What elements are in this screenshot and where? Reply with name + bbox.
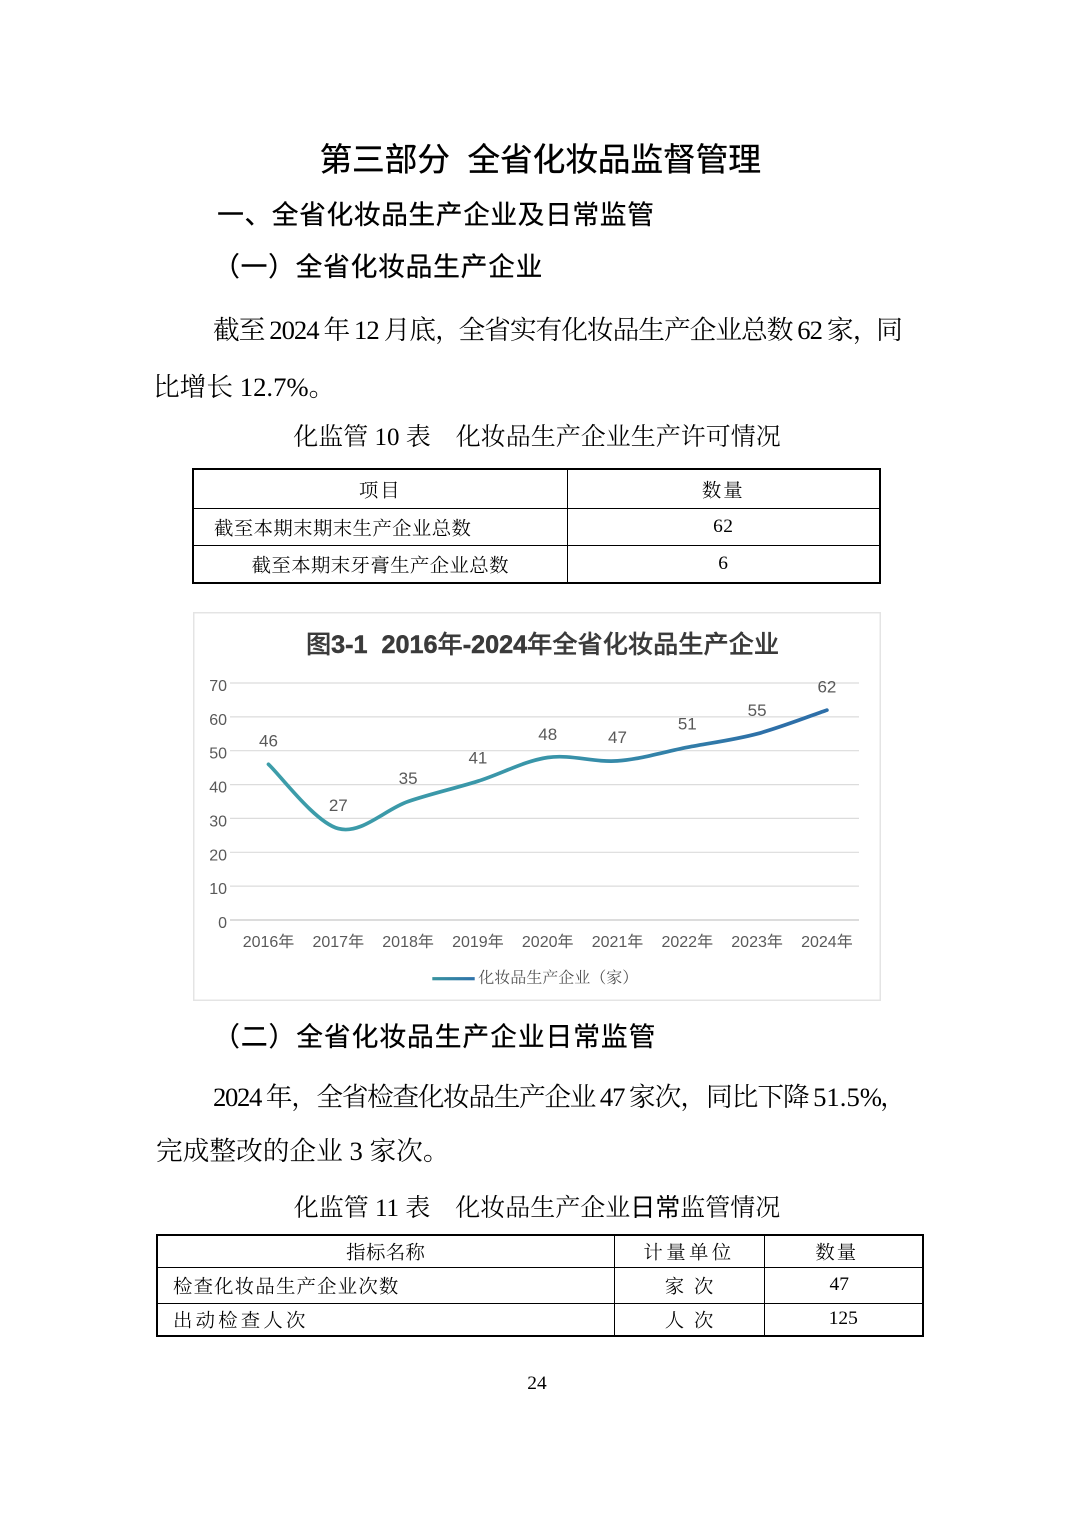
svg-text:27: 27 (329, 796, 348, 815)
svg-text:70: 70 (209, 678, 227, 695)
svg-text:2016年: 2016年 (243, 933, 295, 951)
svg-text:2019年: 2019年 (452, 933, 504, 951)
svg-text:2017年: 2017年 (312, 933, 364, 951)
svg-text:图3-1 2016年-2024年全省化妆品生产企业: 图3-1 2016年-2024年全省化妆品生产企业 (306, 631, 779, 659)
svg-text:40: 40 (209, 780, 227, 797)
svg-text:51: 51 (678, 715, 697, 734)
svg-text:50: 50 (209, 746, 227, 763)
svg-text:41: 41 (468, 749, 487, 768)
svg-text:化妆品生产企业（家）: 化妆品生产企业（家） (478, 969, 638, 987)
svg-text:2018年: 2018年 (382, 933, 434, 951)
svg-text:2022年: 2022年 (661, 933, 713, 951)
svg-text:60: 60 (209, 712, 227, 729)
svg-text:55: 55 (748, 701, 767, 720)
svg-text:62: 62 (817, 677, 836, 696)
svg-text:2023年: 2023年 (731, 933, 783, 951)
svg-text:35: 35 (399, 769, 418, 788)
svg-text:2024年: 2024年 (801, 933, 853, 951)
svg-text:20: 20 (209, 847, 227, 864)
svg-text:2020年: 2020年 (522, 933, 574, 951)
svg-text:30: 30 (209, 813, 227, 830)
svg-text:10: 10 (209, 881, 227, 898)
svg-text:2021年: 2021年 (592, 933, 644, 951)
svg-text:0: 0 (218, 915, 227, 932)
svg-text:48: 48 (538, 725, 557, 744)
svg-text:46: 46 (259, 732, 278, 751)
svg-text:47: 47 (608, 728, 627, 747)
